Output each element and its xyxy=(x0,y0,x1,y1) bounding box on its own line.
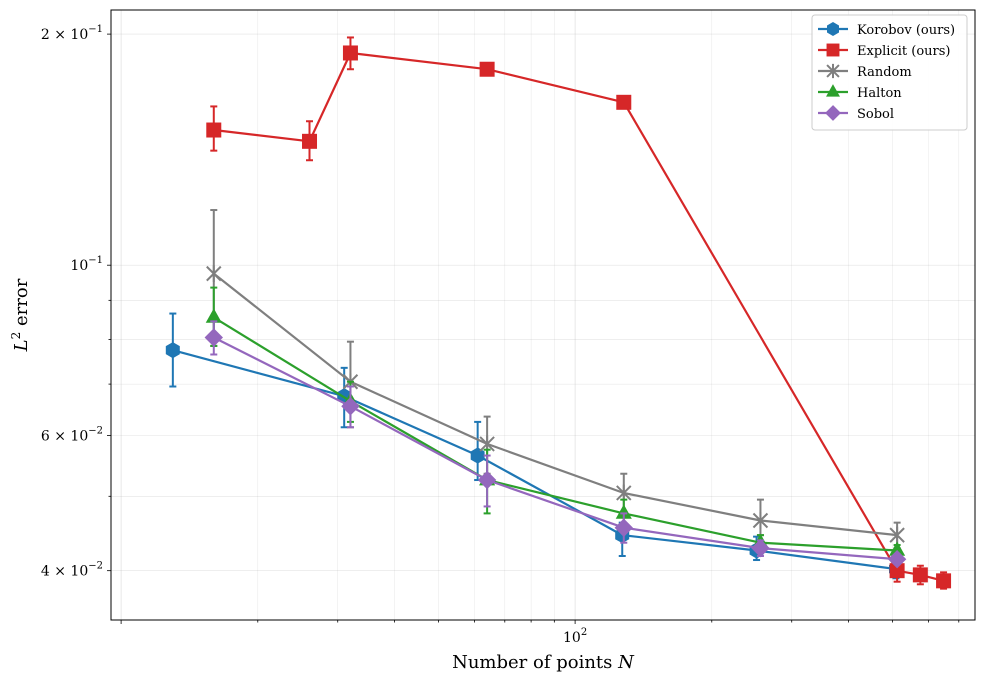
axis-ticks: 102 2 × 10−1 10−1 6 × 10−2 4 × 10−2 xyxy=(41,24,960,646)
series-line xyxy=(213,316,898,552)
marker-diamond xyxy=(887,550,907,569)
marker-square xyxy=(912,567,928,583)
marker-diamond xyxy=(477,470,497,490)
marker-hexagon xyxy=(165,342,180,359)
series-sobol xyxy=(204,320,907,569)
legend-item: Halton xyxy=(818,84,902,101)
marker-hexagon xyxy=(470,447,485,464)
marker-x xyxy=(889,526,905,544)
y-axis-label: L2 error xyxy=(9,278,32,352)
marker-square xyxy=(479,61,495,77)
marker-hexagon xyxy=(827,22,839,36)
legend-label: Sobol xyxy=(857,107,894,122)
legend-box xyxy=(811,14,968,131)
y-tick-label: 2 × 10−1 xyxy=(41,24,103,43)
series-halton xyxy=(205,286,906,558)
series-line xyxy=(213,336,898,561)
marker-square xyxy=(342,45,358,61)
marker-square xyxy=(302,133,318,149)
series-korobov xyxy=(165,312,903,580)
marker-square xyxy=(206,122,222,138)
legend-label: Explicit (ours) xyxy=(857,44,950,59)
marker-diamond xyxy=(341,397,360,416)
legend: Korobov (ours) Explicit (ours) Random Halto… xyxy=(811,14,968,131)
x-tick-label: 102 xyxy=(563,627,587,646)
series-explicit xyxy=(206,36,952,590)
marker-x xyxy=(206,265,222,283)
y-tick-label: 10−1 xyxy=(70,255,103,274)
x-axis-label: Number of points N xyxy=(452,652,635,673)
series-layer xyxy=(165,36,952,590)
marker-triangle xyxy=(205,308,222,323)
grid xyxy=(111,10,975,620)
marker-diamond xyxy=(614,518,633,537)
marker-diamond xyxy=(204,328,223,347)
marker-square xyxy=(936,573,952,589)
marker-square xyxy=(616,94,632,110)
legend-item: Sobol xyxy=(818,105,894,122)
marker-diamond xyxy=(825,105,841,121)
plot-frame xyxy=(110,9,976,621)
y-tick-label: 4 × 10−2 xyxy=(41,561,103,580)
legend-item: Random xyxy=(818,63,912,80)
y-tick-label: 6 × 10−2 xyxy=(41,426,103,445)
marker-x xyxy=(616,484,632,502)
legend-label: Korobov (ours) xyxy=(857,23,955,38)
legend-label: Halton xyxy=(857,86,902,101)
marker-x xyxy=(752,512,769,529)
legend-item: Korobov (ours) xyxy=(818,22,955,38)
marker-square xyxy=(826,43,840,57)
legend-label: Random xyxy=(857,65,912,80)
marker-triangle xyxy=(826,84,840,97)
marker-diamond xyxy=(751,538,770,558)
series-line xyxy=(213,272,898,537)
marker-x xyxy=(826,63,840,79)
legend-item: Explicit (ours) xyxy=(818,43,950,59)
